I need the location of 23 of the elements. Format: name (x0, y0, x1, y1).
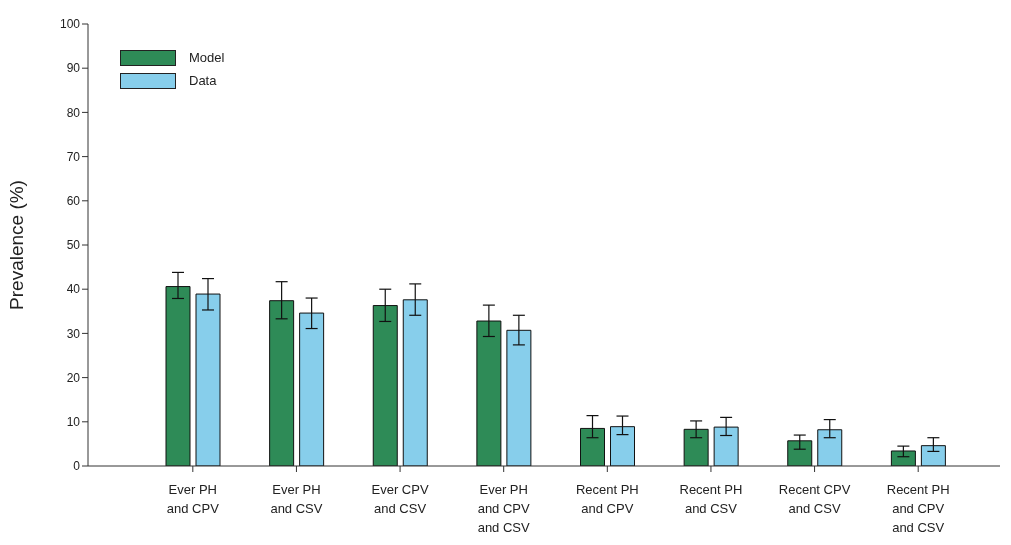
bar (890, 450, 916, 466)
x-tick-label: Ever PH and CSV (270, 482, 323, 516)
y-tick-label: 60 (66, 194, 81, 209)
legend-label: Model (189, 50, 225, 65)
x-tick-label: Recent PH and CPV and CSV (886, 482, 950, 535)
legend-label: Data (189, 73, 217, 88)
y-tick-label: 40 (66, 282, 81, 297)
x-tick-label: Recent PH and CPV (575, 482, 639, 516)
y-tick-label: 100 (59, 17, 81, 32)
y-tick-label: 80 (66, 105, 81, 120)
y-tick-label: 50 (66, 238, 81, 253)
x-tick-label: Ever CPV and CSV (371, 482, 429, 516)
y-tick-label: 90 (66, 61, 81, 76)
y-tick-label: 30 (66, 326, 81, 341)
x-tick-label: Ever PH and CPV and CSV (477, 482, 531, 535)
y-axis-title: Prevalence (%) (5, 180, 27, 310)
x-tick-label: Recent PH and CSV (679, 482, 743, 516)
y-tick-label: 20 (66, 370, 81, 385)
y-tick-label: 0 (73, 459, 81, 474)
y-tick-label: 70 (66, 149, 81, 164)
x-tick-label: Recent CPV and CSV (778, 482, 851, 516)
x-tick-label: Ever PH and CPV (166, 482, 220, 516)
y-tick-label: 10 (66, 415, 81, 430)
